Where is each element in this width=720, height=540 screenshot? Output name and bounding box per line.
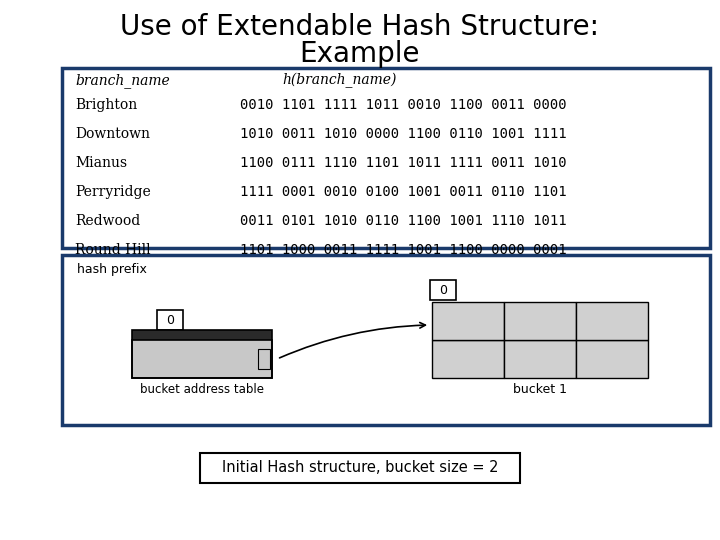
- Bar: [132, 330, 272, 378]
- Text: Mianus: Mianus: [75, 156, 127, 170]
- Text: hash prefix: hash prefix: [77, 263, 147, 276]
- Bar: [430, 280, 456, 300]
- Bar: [504, 302, 576, 340]
- Text: 0: 0: [439, 284, 447, 296]
- Bar: [258, 349, 270, 369]
- Bar: [157, 310, 183, 330]
- Bar: [62, 255, 710, 425]
- Text: Round Hill: Round Hill: [75, 243, 150, 257]
- Bar: [576, 302, 648, 340]
- Text: Downtown: Downtown: [75, 127, 150, 141]
- Text: Perryridge: Perryridge: [75, 185, 150, 199]
- Text: 1111 0001 0010 0100 1001 0011 0110 1101: 1111 0001 0010 0100 1001 0011 0110 1101: [240, 185, 567, 199]
- Text: 0011 0101 1010 0110 1100 1001 1110 1011: 0011 0101 1010 0110 1100 1001 1110 1011: [240, 214, 567, 228]
- Text: Brighton: Brighton: [75, 98, 138, 112]
- Text: branch_name: branch_name: [75, 73, 170, 88]
- Text: Redwood: Redwood: [75, 214, 140, 228]
- Bar: [200, 453, 520, 483]
- Text: 1010 0011 1010 0000 1100 0110 1001 1111: 1010 0011 1010 0000 1100 0110 1001 1111: [240, 127, 567, 141]
- Bar: [62, 68, 710, 248]
- Text: 1101 1000 0011 1111 1001 1100 0000 0001: 1101 1000 0011 1111 1001 1100 0000 0001: [240, 243, 567, 257]
- Text: 0010 1101 1111 1011 0010 1100 0011 0000: 0010 1101 1111 1011 0010 1100 0011 0000: [240, 98, 567, 112]
- Bar: [132, 330, 272, 340]
- Bar: [504, 340, 576, 378]
- Text: h(branch_name): h(branch_name): [283, 73, 397, 88]
- Text: bucket 1: bucket 1: [513, 383, 567, 396]
- Bar: [432, 302, 504, 340]
- Text: Initial Hash structure, bucket size = 2: Initial Hash structure, bucket size = 2: [222, 461, 498, 476]
- Bar: [132, 340, 272, 378]
- Text: bucket address table: bucket address table: [140, 383, 264, 396]
- Text: 1100 0111 1110 1101 1011 1111 0011 1010: 1100 0111 1110 1101 1011 1111 0011 1010: [240, 156, 567, 170]
- Bar: [576, 340, 648, 378]
- Text: Example: Example: [300, 40, 420, 68]
- Bar: [432, 340, 504, 378]
- Text: 0: 0: [166, 314, 174, 327]
- Text: Use of Extendable Hash Structure:: Use of Extendable Hash Structure:: [120, 13, 600, 41]
